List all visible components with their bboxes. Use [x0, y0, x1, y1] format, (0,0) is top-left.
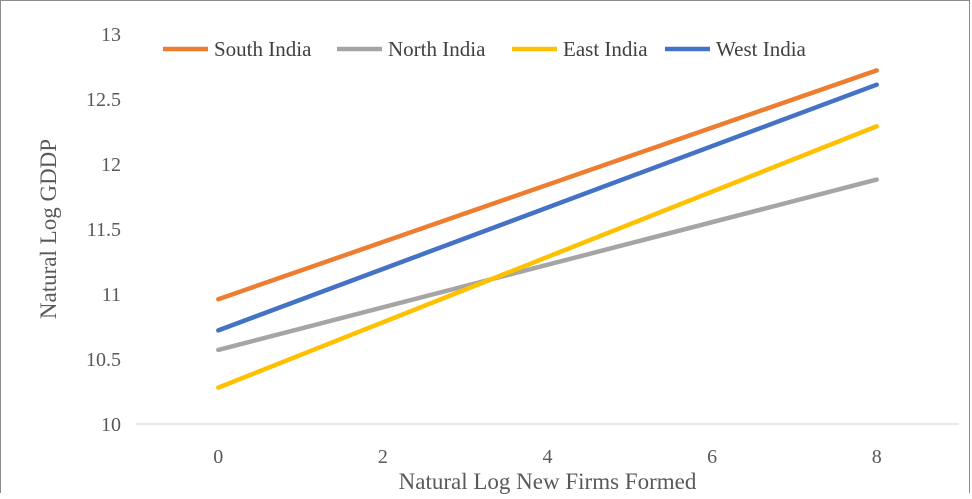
y-tick-label: 10.5 [86, 349, 121, 371]
series-lines [216, 68, 879, 390]
y-tick-label: 12.5 [86, 89, 121, 111]
x-tick-label: 4 [543, 446, 553, 468]
legend-label-south-india: South India [214, 37, 312, 61]
legend-label-east-india: East India [563, 37, 648, 61]
legend: South India North India East India West Ind… [163, 37, 807, 61]
x-tick-label: 2 [378, 446, 388, 468]
x-tick-label: 0 [213, 446, 223, 468]
x-axis-title: Natural Log New Firms Formed [399, 469, 697, 494]
y-tick-label: 11.5 [87, 219, 121, 241]
x-tick-labels: 0 2 4 6 8 [213, 446, 881, 468]
legend-label-west-india: West India [716, 37, 807, 61]
y-tick-labels: 10 10.5 11 11.5 12 12.5 13 [86, 24, 121, 436]
series-line-west-india [216, 82, 879, 333]
y-tick-label: 12 [101, 154, 121, 176]
y-axis-title: Natural Log GDDP [36, 139, 61, 319]
x-tick-label: 8 [872, 446, 882, 468]
y-tick-label: 13 [101, 24, 121, 46]
series-line-north-india [216, 177, 879, 353]
x-tick-label: 6 [707, 446, 717, 468]
y-tick-label: 10 [101, 414, 121, 436]
series-line-south-india [216, 68, 879, 302]
series-line-east-india [216, 124, 879, 390]
y-tick-label: 11 [102, 284, 121, 306]
legend-label-north-india: North India [388, 37, 486, 61]
